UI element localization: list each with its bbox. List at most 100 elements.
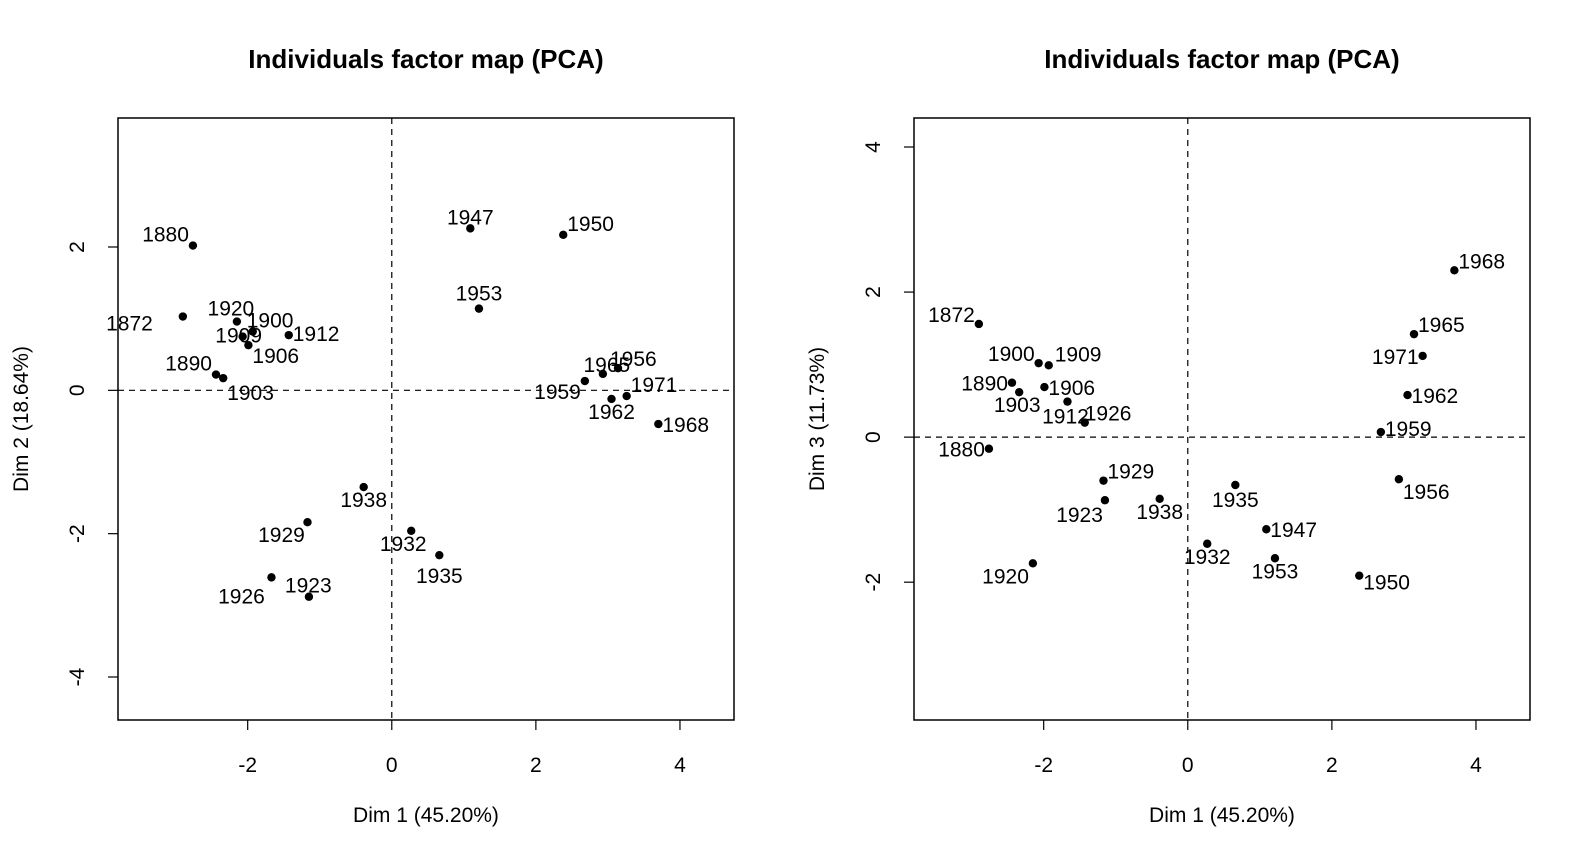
point-label-1900: 1900: [247, 310, 294, 333]
data-point-1959: [1376, 427, 1386, 437]
data-point-1956: [613, 363, 623, 373]
point-label-1971: 1971: [631, 374, 678, 397]
point-label-1926: 1926: [1085, 403, 1132, 426]
point-label-1906: 1906: [1048, 377, 1095, 400]
data-point-1909: [238, 332, 247, 341]
point-label-1929: 1929: [1107, 461, 1154, 484]
data-point-1962: [607, 394, 616, 404]
x-axis-label: Dim 1 (45.20%): [1149, 804, 1295, 827]
plot-frame: [913, 117, 1531, 721]
data-point-1929: [1099, 476, 1108, 485]
data-point-1903: [1014, 387, 1024, 397]
point-label-1890: 1890: [961, 373, 1008, 396]
data-point-1906: [1040, 382, 1049, 392]
x-tick-label: 4: [1470, 754, 1482, 777]
x-tick-label: -2: [238, 754, 257, 777]
data-point-1880: [188, 241, 198, 250]
data-point-1935: [435, 550, 444, 560]
point-label-1900: 1900: [988, 343, 1035, 366]
point-label-1920: 1920: [982, 565, 1029, 588]
y-tick-label: 2: [66, 241, 89, 253]
point-label-1965: 1965: [1418, 314, 1465, 337]
data-point-1900: [248, 327, 257, 336]
x-tick-label: 0: [386, 754, 398, 777]
data-point-1938: [359, 482, 368, 492]
point-label-1912: 1912: [1042, 406, 1089, 429]
point-label-1962: 1962: [588, 401, 635, 424]
chart-panel-2: Individuals factor map (PCA) -2 0 2 4 -2 0 2 4 Di…: [806, 44, 1531, 827]
point-label-1890: 1890: [165, 353, 212, 376]
data-point-1920: [232, 317, 242, 326]
data-point-1920: [1028, 559, 1038, 568]
data-point-1923: [304, 592, 314, 601]
data-point-1971: [1418, 351, 1427, 361]
y-axis-label: Dim 3 (11.73%): [806, 347, 829, 491]
y-tick-label: -2: [862, 573, 885, 592]
data-point-1965: [598, 369, 608, 379]
point-label-1959: 1959: [534, 381, 581, 404]
data-point-1923: [1100, 496, 1110, 505]
data-point-1947: [466, 224, 475, 233]
point-label-1950: 1950: [1363, 572, 1410, 595]
data-point-1950: [1355, 571, 1364, 580]
y-tick-label: -2: [66, 524, 89, 543]
point-label-1971: 1971: [1372, 346, 1419, 369]
point-label-1909: 1909: [1055, 343, 1102, 366]
point-label-1956: 1956: [1403, 481, 1450, 504]
y-tick-label: 4: [862, 141, 885, 153]
data-point-1959: [580, 376, 590, 386]
x-tick-label: 0: [1182, 754, 1194, 777]
data-point-1912: [1063, 397, 1072, 406]
point-label-1938: 1938: [340, 489, 387, 512]
point-label-1947: 1947: [447, 206, 494, 229]
point-label-1872: 1872: [106, 313, 153, 336]
point-label-1912: 1912: [293, 323, 340, 346]
data-point-1926: [267, 573, 276, 582]
data-point-1932: [1203, 539, 1212, 548]
data-point-1903: [218, 373, 228, 383]
point-label-1968: 1968: [1458, 250, 1505, 273]
data-point-1890: [211, 370, 221, 379]
point-label-1880: 1880: [938, 439, 985, 462]
y-tick-label: 2: [862, 286, 885, 298]
point-label-1906: 1906: [252, 345, 299, 368]
x-tick-label: -2: [1034, 754, 1053, 777]
point-label-1953: 1953: [456, 283, 503, 306]
point-label-1956: 1956: [610, 348, 657, 371]
point-label-1947: 1947: [1270, 519, 1317, 542]
data-point-1880: [984, 444, 994, 453]
data-point-1938: [1155, 494, 1164, 503]
point-label-1926: 1926: [218, 585, 265, 608]
point-label-1965: 1965: [584, 354, 631, 377]
data-point-1971: [622, 391, 631, 401]
x-axis-label: Dim 1 (45.20%): [353, 804, 499, 827]
y-tick-label: 0: [66, 384, 89, 396]
point-label-1953: 1953: [1252, 560, 1299, 583]
data-point-1929: [303, 518, 312, 527]
point-label-1938: 1938: [1136, 501, 1183, 524]
point-label-1932: 1932: [1184, 546, 1231, 569]
data-point-1965: [1409, 329, 1419, 339]
point-label-1932: 1932: [380, 533, 427, 556]
point-label-1950: 1950: [567, 213, 614, 236]
point-label-1920: 1920: [208, 298, 255, 321]
y-tick-label: -4: [66, 667, 89, 686]
point-label-1872: 1872: [928, 304, 975, 327]
plot-frame: [117, 117, 735, 721]
data-point-1968: [654, 419, 663, 429]
data-point-1950: [559, 230, 568, 240]
x-tick-label: 2: [1326, 754, 1338, 777]
data-point-1935: [1231, 480, 1240, 490]
data-point-1947: [1262, 525, 1271, 534]
point-label-1962: 1962: [1412, 385, 1459, 408]
point-label-1903: 1903: [227, 382, 274, 405]
point-label-1959: 1959: [1385, 418, 1432, 441]
data-point-1926: [1080, 418, 1089, 427]
data-point-1968: [1450, 266, 1459, 275]
chart-panel-1: Individuals factor map (PCA) -2 0 2 4 -4 -2 0 2 D…: [10, 44, 735, 827]
data-point-1956: [1394, 475, 1404, 484]
point-label-1929: 1929: [258, 524, 305, 547]
point-label-1880: 1880: [142, 224, 189, 247]
data-point-1872: [974, 319, 984, 329]
